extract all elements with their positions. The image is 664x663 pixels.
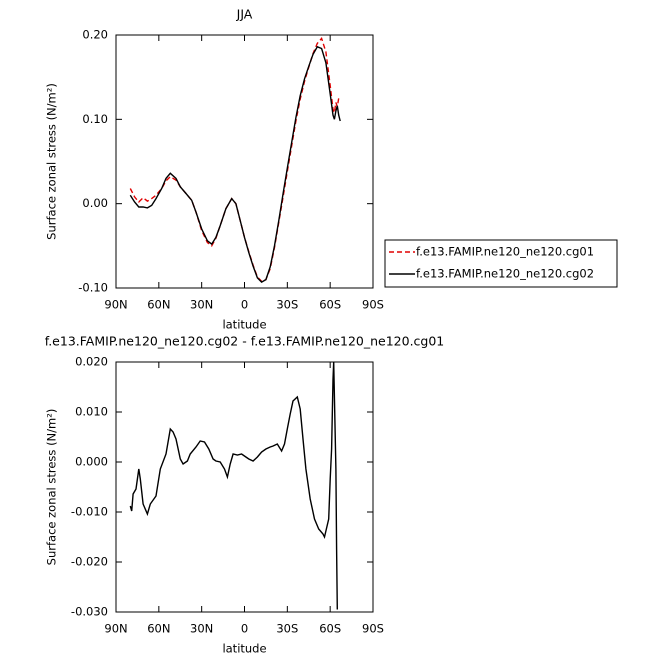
- y-tick-label: 0.00: [82, 196, 108, 210]
- y-tick-label: -0.030: [71, 605, 108, 619]
- y-tick-label: -0.010: [71, 505, 108, 519]
- legend-label: f.e13.FAMIP.ne120_ne120.cg01: [416, 245, 594, 259]
- x-tick-label: 60S: [319, 298, 341, 312]
- x-tick-label: 30S: [276, 298, 298, 312]
- x-tick-label: 90N: [104, 622, 127, 636]
- plot-frame: [115, 34, 374, 289]
- y-axis-label: Surface zonal stress (N/m²): [45, 409, 59, 566]
- x-tick-label: 60N: [147, 622, 170, 636]
- line-series: [129, 361, 338, 610]
- x-tick-label: 90S: [362, 622, 384, 636]
- y-tick-label: 0.020: [75, 355, 108, 369]
- legend-box: [384, 239, 618, 288]
- x-tick-label: 90N: [104, 298, 127, 312]
- x-tick-label: 30S: [276, 622, 298, 636]
- y-tick-label: -0.10: [78, 281, 108, 295]
- y-tick-label: 0.10: [82, 112, 108, 126]
- x-tick-label: 30N: [190, 622, 213, 636]
- x-tick-label: 30N: [190, 298, 213, 312]
- x-tick-label: 60S: [319, 622, 341, 636]
- plot-frame: [115, 361, 374, 613]
- x-tick-label: 0: [241, 298, 248, 312]
- y-tick-label: 0.000: [75, 455, 108, 469]
- chart-title: f.e13.FAMIP.ne120_ne120.cg02 - f.e13.FAM…: [45, 334, 445, 349]
- line-series: [129, 36, 341, 283]
- y-tick-label: 0.010: [75, 405, 108, 419]
- y-tick-label: -0.020: [71, 555, 108, 569]
- y-axis-label: Surface zonal stress (N/m²): [45, 83, 59, 240]
- x-axis-label: latitude: [222, 642, 266, 656]
- x-axis-label: latitude: [222, 318, 266, 332]
- line-series: [129, 45, 341, 283]
- x-tick-label: 60N: [147, 298, 170, 312]
- x-tick-label: 0: [241, 622, 248, 636]
- x-tick-label: 90S: [362, 298, 384, 312]
- chart-title: JJA: [236, 7, 253, 22]
- legend-label: f.e13.FAMIP.ne120_ne120.cg02: [416, 267, 594, 281]
- y-tick-label: 0.20: [82, 28, 108, 42]
